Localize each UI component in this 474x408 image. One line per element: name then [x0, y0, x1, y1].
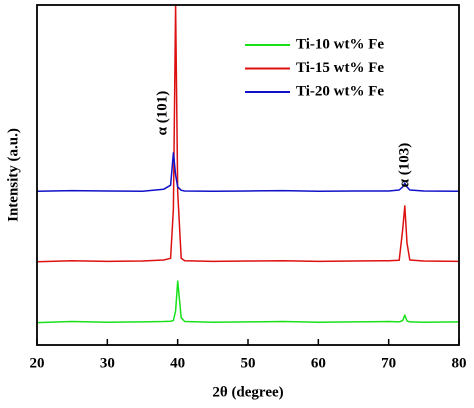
plot-frame	[36, 4, 460, 346]
x-tick-label: 60	[311, 355, 326, 371]
x-tick-label: 30	[100, 355, 115, 371]
x-tick-label: 80	[452, 355, 467, 371]
x-tick-label: 40	[170, 355, 185, 371]
x-tick-label: 50	[241, 355, 256, 371]
x-tick-label: 70	[381, 355, 396, 371]
x-tick-label: 20	[30, 355, 45, 371]
x-axis-label: 2θ (degree)	[212, 384, 283, 400]
series-line	[36, 4, 460, 263]
y-axis-label: Intensity (a.u.)	[5, 128, 21, 222]
series-line	[36, 280, 460, 324]
legend-label: Ti-10 wt% Fe	[296, 36, 384, 52]
legend-label: Ti-15 wt% Fe	[296, 60, 384, 76]
annotation: α (103)	[396, 143, 412, 188]
annotation: α (101)	[154, 91, 170, 136]
legend-label: Ti-20 wt% Fe	[296, 83, 384, 99]
series-line	[36, 152, 460, 193]
